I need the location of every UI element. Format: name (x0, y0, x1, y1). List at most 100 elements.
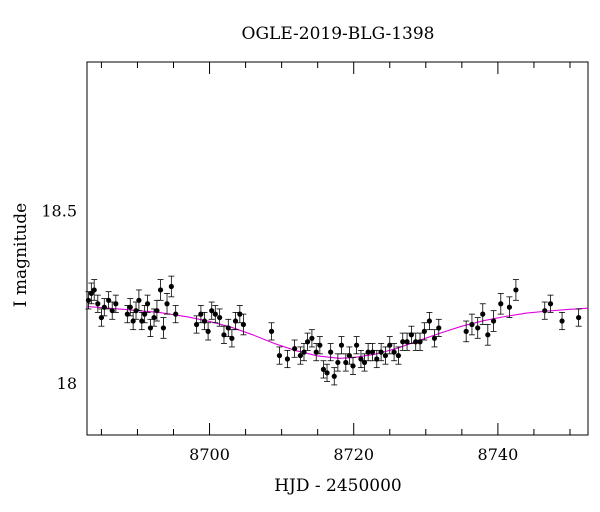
data-marker (346, 352, 352, 359)
data-point (276, 346, 283, 365)
data-marker (328, 349, 334, 355)
data-marker (547, 301, 554, 307)
data-marker (240, 321, 247, 328)
data-point (94, 294, 101, 313)
data-marker (469, 321, 475, 328)
data-point (228, 329, 235, 348)
data-marker (106, 297, 112, 303)
data-marker (365, 349, 371, 355)
data-point (334, 353, 341, 372)
data-marker (232, 318, 239, 324)
data-marker (88, 290, 94, 296)
data-marker (358, 356, 364, 362)
data-point (324, 363, 331, 382)
data-point (300, 343, 307, 362)
data-marker (144, 301, 151, 307)
data-point (147, 318, 154, 337)
data-marker (201, 318, 208, 324)
data-marker (513, 287, 519, 293)
x-tick-label: 8700 (189, 445, 230, 464)
data-point (395, 346, 402, 365)
data-point (378, 343, 385, 362)
data-point (327, 343, 334, 362)
data-point (575, 308, 582, 327)
data-points-layer (85, 275, 582, 386)
data-point (320, 360, 327, 379)
data-point (201, 311, 208, 331)
data-point (135, 289, 142, 312)
data-marker (506, 304, 513, 310)
data-point (109, 301, 116, 320)
data-marker (426, 318, 433, 324)
data-point (559, 311, 566, 331)
data-marker (160, 325, 167, 331)
data-point (112, 294, 119, 313)
data-point (220, 325, 227, 344)
data-point (160, 317, 167, 339)
plot-area (85, 61, 589, 436)
data-marker (369, 349, 376, 355)
data-marker (98, 314, 105, 321)
data-marker (85, 297, 92, 303)
data-marker (354, 342, 360, 348)
data-marker (101, 304, 107, 310)
data-point (172, 305, 179, 324)
data-marker (147, 325, 154, 331)
data-marker (157, 287, 164, 293)
data-point (506, 296, 513, 318)
data-marker (387, 342, 393, 348)
data-marker (485, 332, 491, 338)
data-marker (463, 328, 469, 334)
data-point (373, 349, 380, 369)
data-point (141, 305, 148, 324)
data-marker (404, 339, 410, 345)
data-marker (304, 339, 311, 345)
data-point (417, 332, 424, 351)
data-point (547, 294, 554, 313)
data-point (338, 336, 345, 355)
plot-frame (86, 61, 589, 436)
data-marker (417, 339, 423, 345)
data-point (479, 303, 486, 325)
data-point (232, 311, 239, 331)
data-point (197, 305, 204, 324)
data-marker (324, 370, 330, 376)
data-marker (309, 335, 315, 341)
data-marker (229, 335, 235, 341)
x-tick-label: 8720 (333, 445, 374, 464)
data-marker (198, 311, 204, 317)
data-point (284, 349, 291, 369)
data-marker (413, 339, 419, 345)
data-marker (331, 373, 337, 379)
data-marker (127, 304, 133, 310)
data-point (435, 318, 442, 337)
model-curve (86, 305, 589, 359)
data-point (308, 329, 315, 348)
data-point (369, 343, 376, 362)
data-marker (395, 352, 402, 359)
data-point (291, 339, 298, 358)
data-point (127, 298, 134, 317)
data-marker (130, 318, 136, 324)
data-point (91, 279, 98, 301)
data-point (168, 275, 175, 298)
data-marker (313, 349, 319, 355)
y-tick-label: 18 (57, 374, 77, 393)
data-marker (205, 328, 211, 334)
data-point (98, 308, 105, 327)
data-point (382, 346, 389, 365)
data-point (297, 346, 304, 365)
data-marker (292, 346, 298, 352)
data-marker (374, 356, 380, 362)
data-point (85, 291, 92, 310)
data-marker (221, 332, 227, 338)
data-marker (335, 359, 341, 366)
data-marker (276, 352, 283, 359)
data-marker (168, 283, 174, 290)
data-point (240, 313, 247, 336)
data-marker (317, 342, 323, 348)
data-marker (431, 335, 438, 341)
data-point (208, 301, 215, 320)
data-marker (154, 308, 160, 314)
data-marker (301, 349, 307, 355)
